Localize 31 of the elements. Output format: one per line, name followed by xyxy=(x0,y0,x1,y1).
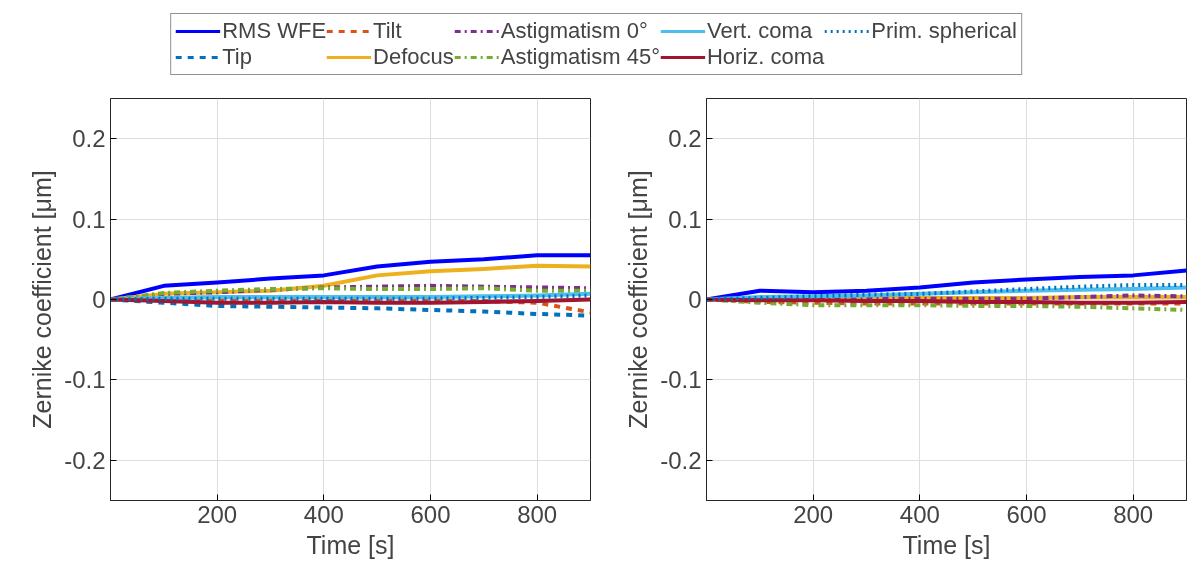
y-tick-label: 0.2 xyxy=(668,125,702,153)
y-tick-label: -0.2 xyxy=(64,446,106,474)
legend-label: Tip xyxy=(222,44,252,70)
x-tick-label: 600 xyxy=(410,500,451,528)
x-tick-label: 400 xyxy=(303,500,344,528)
y-axis-title: Zernike coefficient [μm] xyxy=(624,170,653,429)
legend-label: Horiz. coma xyxy=(706,44,825,70)
legend-label: Prim. spherical xyxy=(871,18,1017,44)
y-axis-title: Zernike coefficient [μm] xyxy=(28,170,57,429)
legend-label: Astigmatism 45° xyxy=(500,44,660,70)
legend-label: Astigmatism 0° xyxy=(500,18,648,44)
legend-label: Tilt xyxy=(373,18,402,44)
x-tick-label: 400 xyxy=(899,500,940,528)
x-axis-title: Time [s] xyxy=(306,530,395,559)
y-tick-label: 0 xyxy=(688,286,702,313)
y-tick-label: -0.1 xyxy=(660,366,702,394)
x-tick-label: 200 xyxy=(197,500,238,528)
x-tick-label: 200 xyxy=(793,500,834,528)
x-tick-label: 600 xyxy=(1006,500,1047,528)
y-tick-label: 0.1 xyxy=(72,205,106,233)
x-tick-label: 800 xyxy=(517,500,558,528)
y-tick-label: 0.2 xyxy=(72,125,106,153)
legend-label: RMS WFE xyxy=(222,18,327,44)
y-tick-label: -0.2 xyxy=(660,446,702,474)
x-tick-label: 800 xyxy=(1113,500,1154,528)
y-tick-label: 0 xyxy=(92,286,106,313)
y-tick-label: -0.1 xyxy=(64,366,106,394)
y-tick-label: 0.1 xyxy=(668,205,702,233)
x-axis-title: Time [s] xyxy=(902,530,991,559)
legend-label: Defocus xyxy=(373,44,454,70)
legend-label: Vert. coma xyxy=(706,18,813,44)
